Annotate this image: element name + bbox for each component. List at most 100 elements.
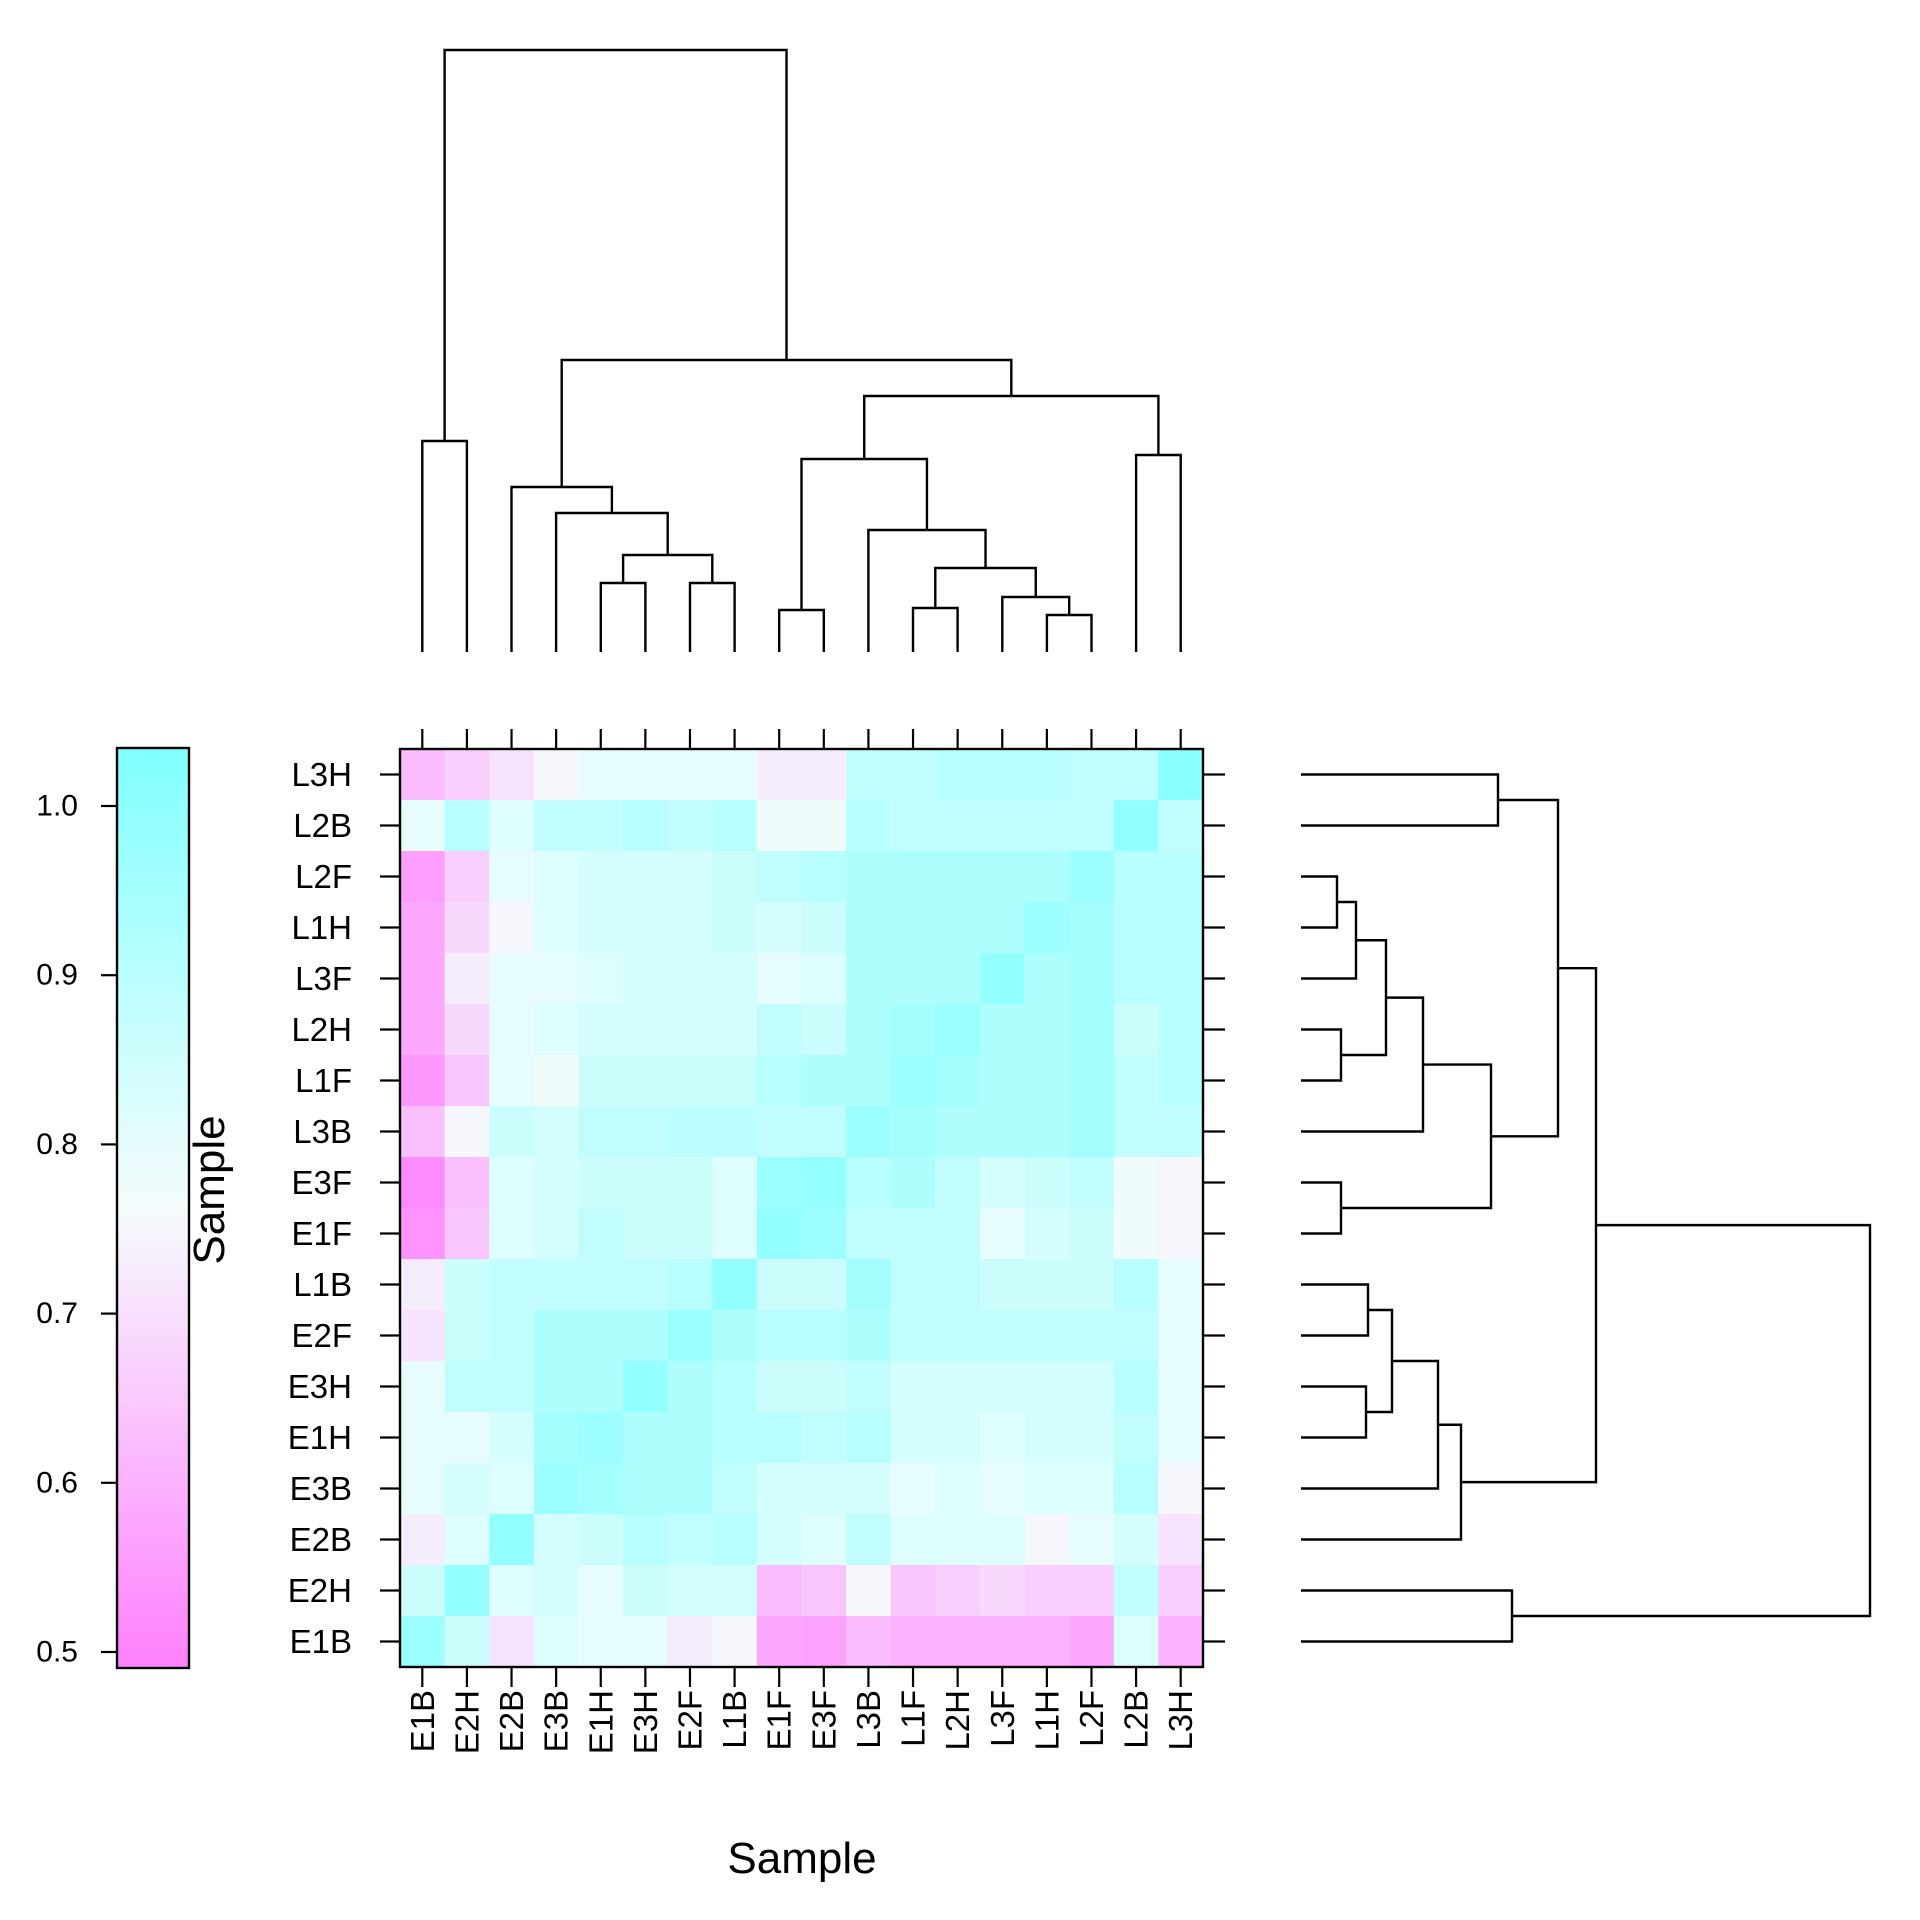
heatmap-cell xyxy=(623,1616,669,1668)
x-tick-label: L3B xyxy=(850,1690,887,1749)
heatmap-cell xyxy=(533,1157,580,1209)
heatmap-cell xyxy=(400,1157,446,1209)
heatmap-cell xyxy=(756,800,803,852)
dendrogram-link xyxy=(688,581,736,652)
heatmap-cell xyxy=(979,1208,1026,1260)
heatmap-cell xyxy=(489,1463,535,1515)
heatmap-cell xyxy=(979,800,1026,852)
heatmap-cell xyxy=(1069,1157,1115,1209)
heatmap-cell xyxy=(1024,1361,1070,1413)
heatmap-cell xyxy=(1158,902,1204,954)
heatmap-cell xyxy=(1024,1463,1070,1515)
dendrogram-link xyxy=(1461,966,1598,1484)
heatmap-cell xyxy=(444,1259,490,1311)
heatmap-cell xyxy=(801,902,847,954)
heatmap-cell xyxy=(890,1157,936,1209)
heatmap-cell xyxy=(533,1004,580,1056)
heatmap-cell xyxy=(444,1055,490,1107)
heatmap-cell xyxy=(623,1004,669,1056)
x-tick-label: E2F xyxy=(671,1690,708,1751)
heatmap-cell xyxy=(1158,953,1204,1005)
heatmap-cell xyxy=(623,1412,669,1464)
heatmap-cell xyxy=(400,1412,446,1464)
heatmap-cell xyxy=(1113,851,1159,903)
heatmap-cell xyxy=(578,1412,624,1464)
heatmap-cell xyxy=(846,1055,892,1107)
heatmap-cell xyxy=(578,1208,624,1260)
heatmap-cell xyxy=(801,1310,847,1362)
heatmap-cell xyxy=(712,1463,758,1515)
y-tick-label: L2F xyxy=(295,858,352,895)
x-axis-title: Sample xyxy=(727,1834,876,1883)
x-tick-label: E1F xyxy=(761,1690,798,1751)
heatmap-cell xyxy=(578,1259,624,1311)
y-tick-label: L3F xyxy=(295,960,352,997)
dendrogram-link xyxy=(1001,595,1071,652)
heatmap-cell xyxy=(667,902,713,954)
heatmap-cell xyxy=(400,800,446,852)
heatmap-cell xyxy=(935,800,981,852)
heatmap-cell xyxy=(1069,1514,1115,1566)
heatmap-cell xyxy=(400,851,446,903)
heatmap-cell xyxy=(578,1055,624,1107)
dendrogram-link xyxy=(1366,1308,1394,1414)
heatmap-cell xyxy=(533,851,580,903)
y-tick-label: E1B xyxy=(290,1623,352,1660)
heatmap-cell xyxy=(400,1004,446,1056)
heatmap-cell xyxy=(935,1565,981,1617)
heatmap-cell xyxy=(890,800,936,852)
heatmap-cell xyxy=(444,902,490,954)
colorbar-gradient xyxy=(117,748,189,1668)
dendrogram-link xyxy=(1301,996,1425,1133)
x-tick-label: E1H xyxy=(582,1690,619,1754)
heatmap-cell xyxy=(801,1412,847,1464)
heatmap-cell xyxy=(400,1208,446,1260)
heatmap-cell xyxy=(533,1259,580,1311)
heatmap-cell xyxy=(667,953,713,1005)
heatmap-cell xyxy=(1158,1565,1204,1617)
heatmap-cell xyxy=(444,1106,490,1158)
heatmap-cell xyxy=(578,800,624,852)
colorbar-tick-label: 0.5 xyxy=(36,1636,78,1669)
heatmap-cell xyxy=(444,851,490,903)
heatmap-cell xyxy=(935,1514,981,1566)
dendrogram-link xyxy=(1301,1589,1514,1643)
heatmap-cell xyxy=(1069,1361,1115,1413)
heatmap-cell xyxy=(1158,851,1204,903)
heatmap-cell xyxy=(489,902,535,954)
heatmap-cell xyxy=(801,851,847,903)
heatmap-cell xyxy=(801,1565,847,1617)
heatmap-cell xyxy=(400,1361,446,1413)
heatmap-cell xyxy=(935,1004,981,1056)
colorbar-tick-label: 0.6 xyxy=(36,1466,78,1499)
heatmap-cell xyxy=(846,1616,892,1668)
heatmap-cell xyxy=(846,1412,892,1464)
heatmap-cell xyxy=(801,1616,847,1668)
heatmap-cell xyxy=(1069,749,1115,801)
heatmap-cell xyxy=(667,749,713,801)
heatmap-cell xyxy=(533,1565,580,1617)
heatmap-cell xyxy=(578,1310,624,1362)
heatmap-cell xyxy=(756,1463,803,1515)
dendrogram-link xyxy=(621,553,714,583)
heatmap-cell xyxy=(1113,1310,1159,1362)
heatmap-cell xyxy=(846,953,892,1005)
heatmap-cell xyxy=(935,1055,981,1107)
heatmap-cell xyxy=(1024,1004,1070,1056)
x-tick-label: L2H xyxy=(939,1690,976,1751)
heatmap-cell xyxy=(667,1361,713,1413)
heatmap-cell xyxy=(712,1361,758,1413)
dendrogram-link xyxy=(1301,1359,1440,1490)
heatmap-cell xyxy=(756,1055,803,1107)
heatmap-cell xyxy=(979,749,1026,801)
heatmap-cell xyxy=(1158,1412,1204,1464)
y-tick-label: E2F xyxy=(291,1317,352,1354)
heatmap-cell xyxy=(489,1310,535,1362)
heatmap-cell xyxy=(533,1055,580,1107)
heatmap-cell xyxy=(444,1514,490,1566)
heatmap-cell xyxy=(667,1514,713,1566)
heatmap-cell xyxy=(1158,1055,1204,1107)
heatmap-cell xyxy=(979,1004,1026,1056)
heatmap-cell xyxy=(935,1361,981,1413)
heatmap-cell xyxy=(979,1361,1026,1413)
